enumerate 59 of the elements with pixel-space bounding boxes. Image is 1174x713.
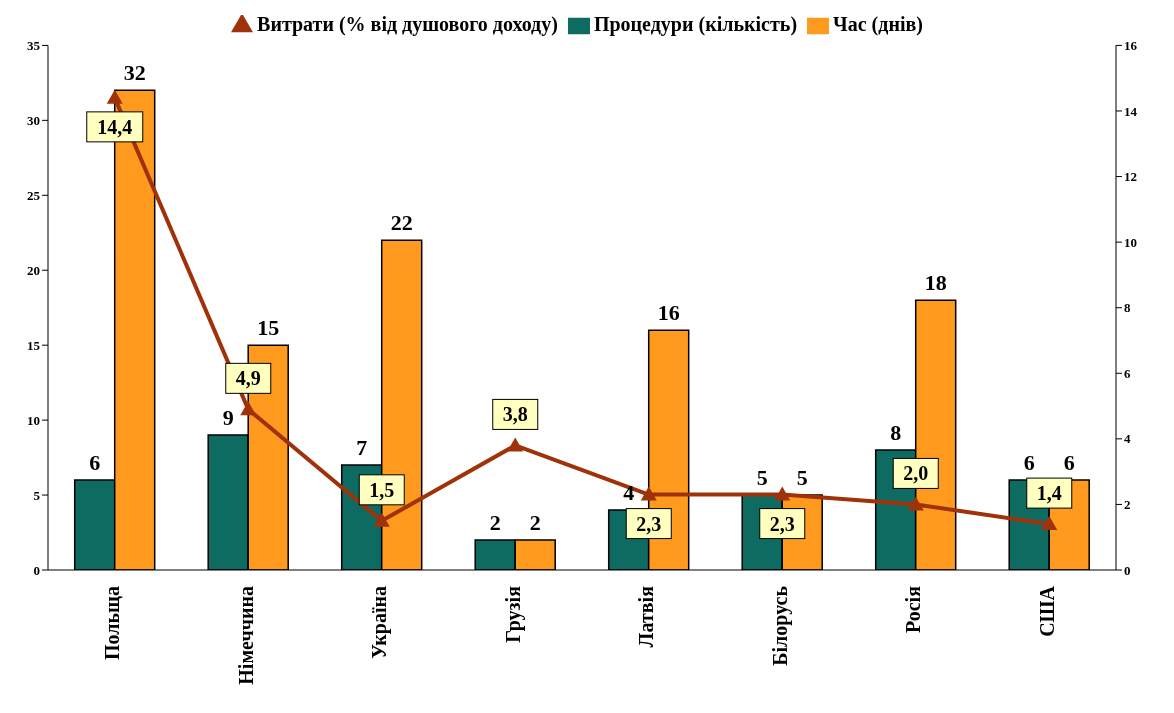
- x-tick-label: Білорусь: [768, 585, 792, 666]
- data-label: 6: [1023, 450, 1035, 476]
- y2-tick-label: 14: [1124, 103, 1138, 119]
- data-label: 1,4: [1036, 482, 1062, 505]
- data-label: 16: [657, 300, 680, 326]
- point: [1041, 516, 1058, 531]
- data-label: 8: [890, 420, 902, 446]
- y-tick-label: 15: [27, 337, 41, 353]
- point: [907, 496, 924, 511]
- x-tick-label: Латвія: [635, 585, 658, 648]
- data-label: 2: [489, 510, 501, 536]
- x-tick-label: Польща: [101, 586, 124, 660]
- y2-tick-label: 12: [1124, 169, 1137, 185]
- y-tick-label: 10: [27, 412, 40, 428]
- x-tick-label: Україна: [368, 586, 392, 659]
- data-label: 2,0: [903, 462, 929, 485]
- y2-tick-label: 8: [1124, 300, 1131, 316]
- y2-tick-label: 4: [1124, 431, 1131, 447]
- legend-label: Процедури (кількість): [593, 13, 798, 35]
- x-tick-label: США: [1035, 585, 1058, 637]
- data-label: 22: [390, 210, 413, 236]
- y2-tick-label: 0: [1124, 562, 1131, 578]
- y2-tick-label: 6: [1124, 365, 1131, 381]
- point: [373, 512, 390, 527]
- data-label: 15: [257, 315, 280, 341]
- data-label: 6: [1063, 450, 1075, 476]
- data-label: 9: [222, 405, 234, 431]
- data-label: 6: [89, 450, 101, 476]
- y-tick-label: 0: [33, 562, 40, 578]
- y-tick-label: 30: [27, 112, 40, 128]
- data-label: 7: [356, 435, 368, 461]
- data-label: 18: [924, 270, 947, 296]
- point: [640, 486, 657, 501]
- data-label: 4,9: [235, 367, 261, 390]
- y-tick-label: 25: [27, 187, 41, 203]
- y2-tick-label: 10: [1124, 234, 1137, 250]
- data-label: 32: [123, 60, 146, 86]
- point: [240, 401, 257, 416]
- data-label: 5: [796, 465, 808, 491]
- data-label: 14,4: [97, 115, 133, 138]
- point: [106, 89, 123, 104]
- data-label: 2: [529, 510, 541, 536]
- x-tick-label: Росія: [902, 585, 925, 633]
- y-tick-label: 5: [33, 487, 41, 503]
- legend-label: Час (днів): [833, 13, 923, 35]
- y2-tick-label: 2: [1124, 497, 1131, 513]
- data-label: 2,3: [636, 512, 662, 535]
- y-tick-label: 35: [27, 38, 41, 54]
- y2-tick-label: 16: [1124, 38, 1138, 54]
- legend-label: Витрати (% від душового доходу): [257, 13, 558, 35]
- point: [774, 486, 791, 501]
- data-label: 5: [756, 465, 768, 491]
- data-label: 3,8: [502, 403, 528, 426]
- x-tick-label: Грузія: [501, 585, 525, 643]
- y-tick-label: 20: [27, 262, 40, 278]
- data-label: 1,5: [369, 478, 395, 501]
- point: [507, 437, 524, 452]
- data-label: 2,3: [769, 512, 795, 535]
- x-tick-label: Німеччина: [234, 586, 257, 685]
